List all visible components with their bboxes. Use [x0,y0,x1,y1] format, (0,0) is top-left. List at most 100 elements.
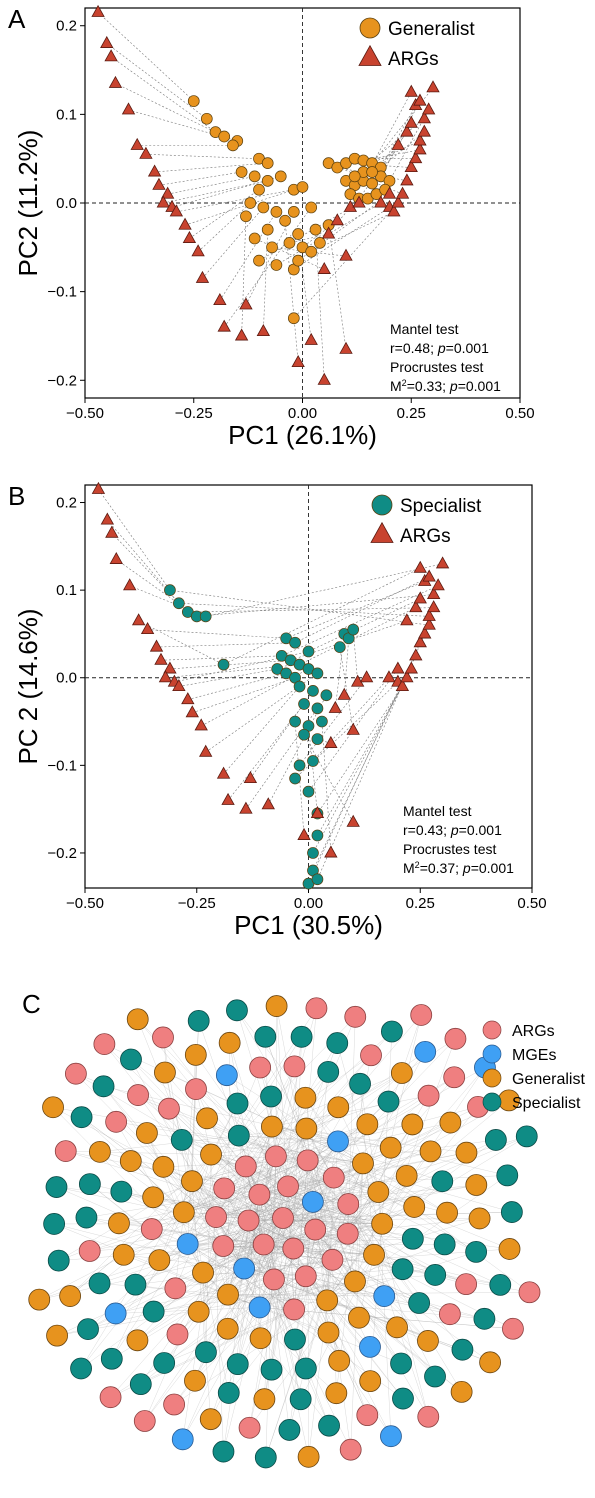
network-edge [191,1181,229,1295]
community-point [248,170,261,183]
network-node-specialist [408,1292,430,1314]
network-node-generalist [328,1349,351,1372]
network-node-specialist [153,1352,176,1374]
p-value: =0.001 [446,340,489,356]
network-node-args [337,1193,360,1215]
mantel-title: Mantel test [390,321,459,337]
network-node-mges [380,1425,402,1448]
community-point [366,166,378,178]
arg-triangle [317,372,331,385]
link-line [339,647,354,731]
link-line [147,629,287,639]
network-node-generalist [126,1008,149,1031]
y-tick-label: −0.1 [47,757,77,774]
network-node-specialist [100,1347,123,1370]
network-node-args [166,1323,189,1346]
network-node-generalist [379,1136,402,1159]
community-point [287,312,300,325]
network-node-generalist [348,1306,370,1329]
network-edge [347,1014,422,1234]
network-node-args [438,1303,461,1326]
arg-triangle [261,797,275,810]
community-point [270,259,283,271]
arg-triangle [239,297,253,310]
network-node-generalist [317,1321,340,1344]
arg-triangle [391,661,405,674]
arg-triangle [181,692,195,705]
legend-marker [482,1092,502,1112]
arg-triangle [435,556,450,569]
link-line [321,721,332,853]
network-node-generalist [216,1317,239,1340]
arg-triangle [131,613,146,626]
community-point [200,112,213,125]
network-node-generalist [363,1243,385,1266]
arg-triangle [140,622,155,635]
network-edge [249,1160,308,1428]
link-line [302,220,338,248]
community-point [235,166,248,178]
community-point [289,636,301,649]
community-point [218,130,231,143]
network-edge [229,1042,284,1219]
network-edge [198,1156,277,1312]
arg-triangle [256,324,271,337]
network-edge [243,1066,295,1269]
network-node-generalist [261,1115,283,1138]
network-edge [306,1072,402,1129]
network-node-specialist [187,1009,210,1032]
network-node-args [417,1084,440,1107]
arg-triangle [395,678,410,692]
network-node-specialist [380,1020,403,1043]
panel-a: A −0.50 −0.25 0.00 0.25 0.50 −0.2 −0.1 0.0 0.1 0.2… [8,4,535,450]
network-node-args [356,1404,379,1427]
network-node-mges [104,1302,127,1325]
network-node-args [305,997,328,1020]
community-point [227,139,239,152]
link-line [294,576,430,643]
network-node-generalist [88,1140,111,1163]
arg-triangle [391,195,405,208]
network-edge [347,1100,510,1234]
link-line [223,686,300,775]
network-node-args [152,1026,174,1049]
mantel-title: Mantel test [403,803,472,819]
network-node-specialist [226,1353,249,1376]
network-edge [210,1154,467,1285]
network-node-generalist [390,1062,413,1084]
link-line [317,677,408,836]
link-line [158,171,242,186]
community-point [289,715,301,728]
arg-triangle [350,674,365,687]
network-node-generalist [468,1207,491,1230]
network-edge [223,1245,333,1260]
arg-triangle [404,160,418,173]
network-edge [99,1135,239,1153]
m2-value: =0.33; [407,378,450,394]
legend-label: Generalist [512,1071,585,1088]
network-node-generalist [126,1329,149,1352]
arg-triangle [417,124,431,137]
arg-triangle [321,226,336,239]
network-edge [144,1141,339,1422]
network-node-specialist [88,1272,111,1295]
network-node-generalist [196,1107,218,1130]
network-node-mges [248,1296,271,1319]
arg-triangle [426,600,441,613]
network-node-specialist [47,1249,70,1272]
community-point [307,847,319,859]
x-axis-label: PC1 (30.5%) [234,910,383,940]
network-edge [228,1294,328,1301]
network-edge [306,1101,389,1129]
network-node-generalist [316,1289,339,1312]
arg-triangle [426,80,440,93]
m2-value: =0.37; [420,860,463,876]
procrustes-title: Procrustes test [390,359,483,375]
arg-triangle [421,102,436,115]
network-node-specialist [496,1164,519,1187]
network-edge [153,1268,245,1312]
arg-triangle [297,827,311,840]
network-node-generalist [200,1143,222,1166]
community-point [292,254,304,267]
p-symbol: p [462,860,471,876]
